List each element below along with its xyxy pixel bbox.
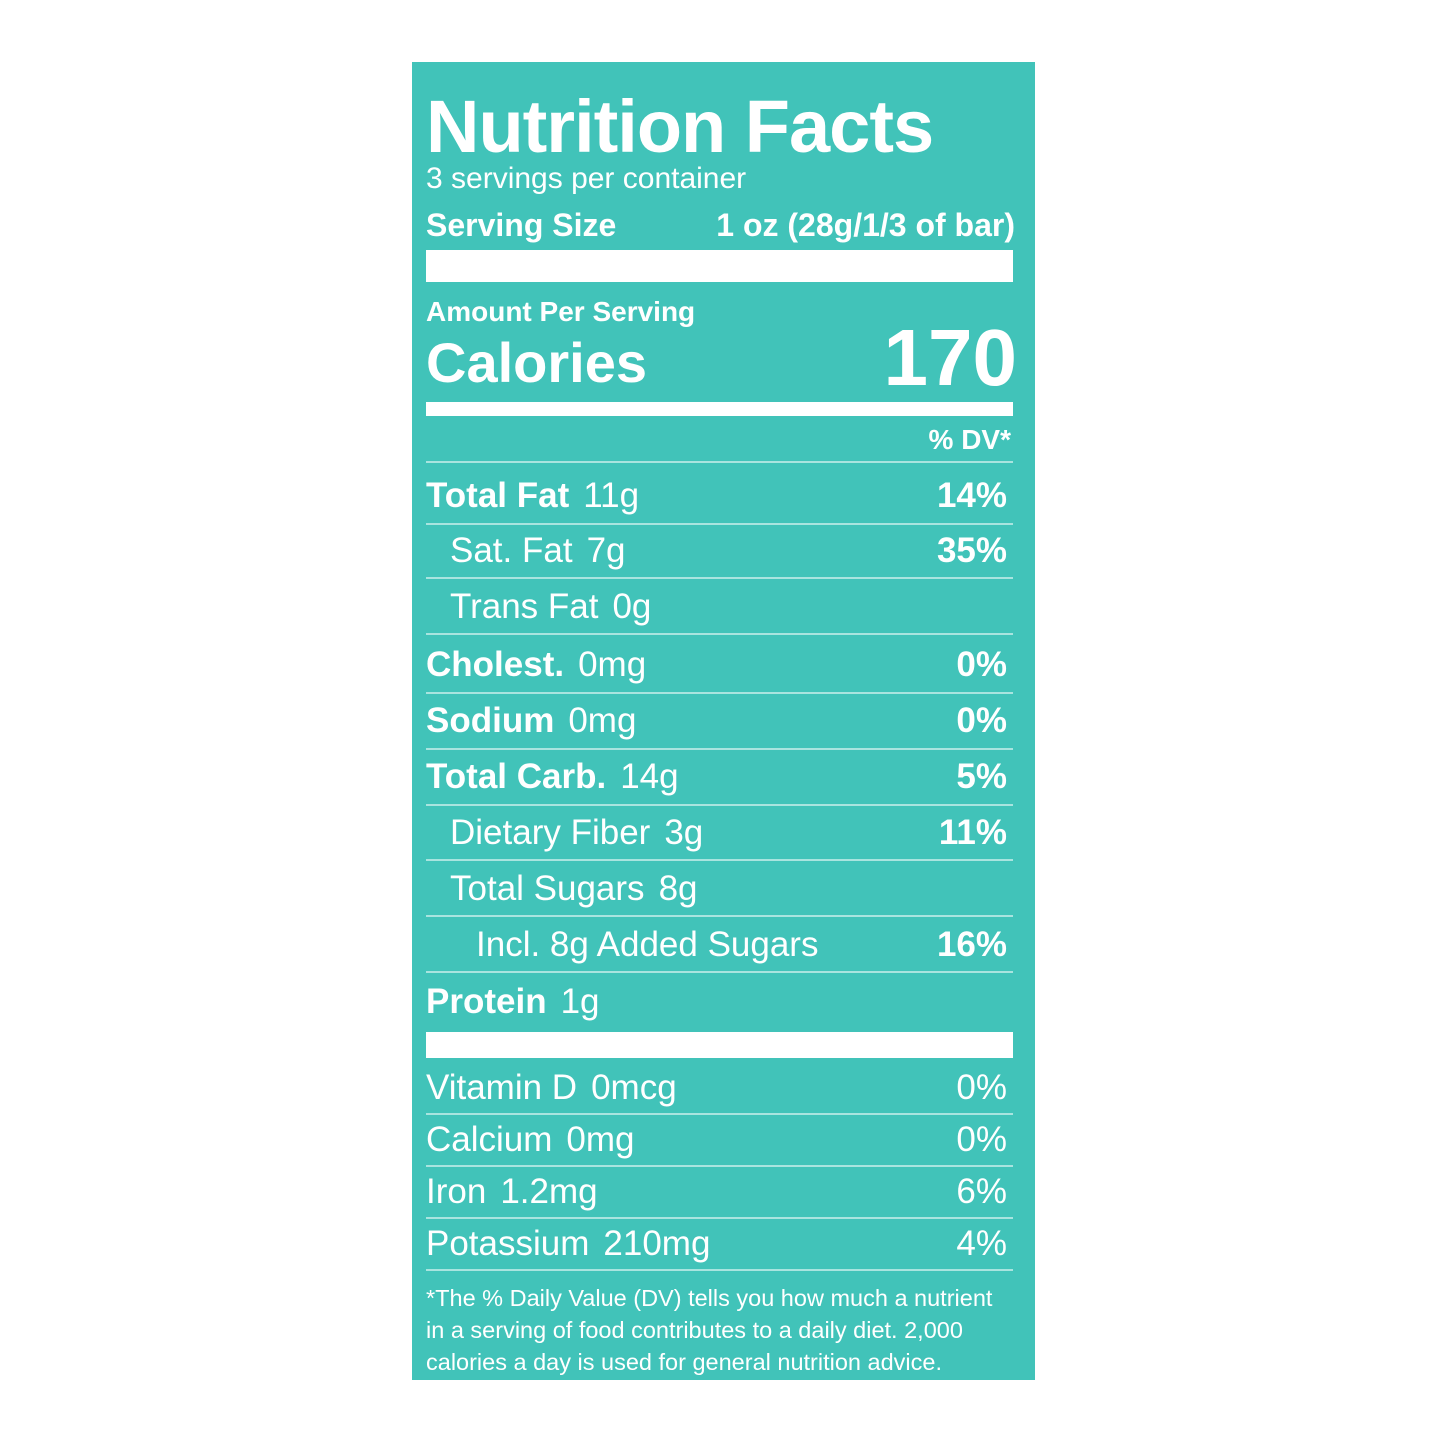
vitamin-name: Vitamin D — [426, 1068, 578, 1107]
thick-rule — [426, 250, 1013, 282]
nutrient-dv: 11% — [938, 813, 1007, 852]
nutrient-name: Total Carb. — [426, 757, 607, 796]
nutrient-amount: 11g — [583, 476, 640, 515]
serving-size-value: 1 oz (28g/1/3 of bar) — [716, 207, 1015, 243]
nutrient-name: Dietary Fiber — [450, 813, 651, 852]
amount-per-serving: Amount Per Serving — [426, 296, 696, 327]
vitamin-name: Iron — [426, 1172, 487, 1211]
nutrient-name: Cholest. — [426, 645, 565, 684]
vitamin-name: Potassium — [426, 1224, 590, 1263]
nutrient-row: Incl. 8g Added Sugars 16% — [426, 919, 1013, 973]
vitamin-amount: 1.2mg — [500, 1172, 598, 1211]
vitamin-dv: 0% — [956, 1120, 1007, 1159]
servings: 3 servings per container — [426, 162, 747, 195]
vitamin-row: Potassium 210mg 4% — [426, 1219, 1013, 1271]
dv-header: % DV* — [928, 424, 1011, 455]
nutrient-amount: 8g — [658, 869, 698, 908]
nutrient-row: Total Carb. 14g 5% — [426, 750, 1013, 806]
nutrient-amount: 1g — [560, 982, 600, 1021]
vitamin-amount: 210mg — [603, 1224, 711, 1263]
medium-rule — [426, 402, 1013, 416]
nutrient-dv: 14% — [936, 476, 1007, 515]
nutrient-dv: 0% — [956, 701, 1007, 740]
footnote: *The % Daily Value (DV) tells you how mu… — [426, 1285, 993, 1375]
nutrient-dv: 16% — [936, 925, 1007, 964]
nutrient-amount: 3g — [664, 813, 704, 852]
vitamin-dv: 0% — [956, 1068, 1007, 1107]
calories-value: 170 — [883, 313, 1017, 402]
nutrient-row: Cholest. 0mg 0% — [426, 638, 1013, 694]
nutrient-name: Protein — [426, 982, 547, 1021]
vitamin-dv: 6% — [956, 1172, 1007, 1211]
title: Nutrition Facts — [426, 85, 934, 168]
vitamin-row: Iron 1.2mg 6% — [426, 1167, 1013, 1219]
nutrient-amount: 7g — [586, 531, 626, 570]
nutrient-amount: 0mg — [568, 701, 637, 740]
vitamin-amount: 0mcg — [591, 1068, 677, 1107]
nutrient-row: Trans Fat 0g — [426, 581, 1013, 635]
thin-rule — [426, 461, 1013, 463]
vitamin-dv: 4% — [956, 1224, 1007, 1263]
serving-size-label: Serving Size — [426, 207, 617, 243]
nutrient-row: Total Fat 11g 14% — [426, 469, 1013, 525]
nutrient-amount: 14g — [620, 757, 679, 796]
nutrient-dv: 0% — [956, 645, 1007, 684]
nutrient-name: Sodium — [426, 701, 555, 740]
nutrient-row: Total Sugars 8g — [426, 863, 1013, 917]
nutrient-name: Incl. 8g Added Sugars — [476, 925, 819, 964]
nutrient-dv: 35% — [936, 531, 1007, 570]
calories-label: Calories — [426, 331, 647, 394]
nutrient-amount: 0g — [612, 587, 652, 626]
nutrient-name: Trans Fat — [450, 587, 599, 626]
vitamin-row: Calcium 0mg 0% — [426, 1115, 1013, 1167]
vitamin-row: Vitamin D 0mcg 0% — [426, 1063, 1013, 1115]
nutrient-row: Sodium 0mg 0% — [426, 694, 1013, 750]
nutrient-dv: 5% — [956, 757, 1007, 796]
thick-rule — [426, 1032, 1013, 1058]
nutrient-row: Protein 1g — [426, 975, 1013, 1029]
nutrient-amount: 0mg — [578, 645, 647, 684]
nutrient-row: Dietary Fiber 3g 11% — [426, 807, 1013, 861]
nutrient-row: Sat. Fat 7g 35% — [426, 525, 1013, 579]
nutrition-label: Nutrition Facts 3 servings per container… — [412, 62, 1035, 1380]
nutrient-name: Total Sugars — [450, 869, 645, 908]
vitamin-amount: 0mg — [566, 1120, 635, 1159]
vitamin-name: Calcium — [426, 1120, 553, 1159]
nutrient-name: Total Fat — [426, 476, 570, 515]
nutrient-name: Sat. Fat — [450, 531, 573, 570]
